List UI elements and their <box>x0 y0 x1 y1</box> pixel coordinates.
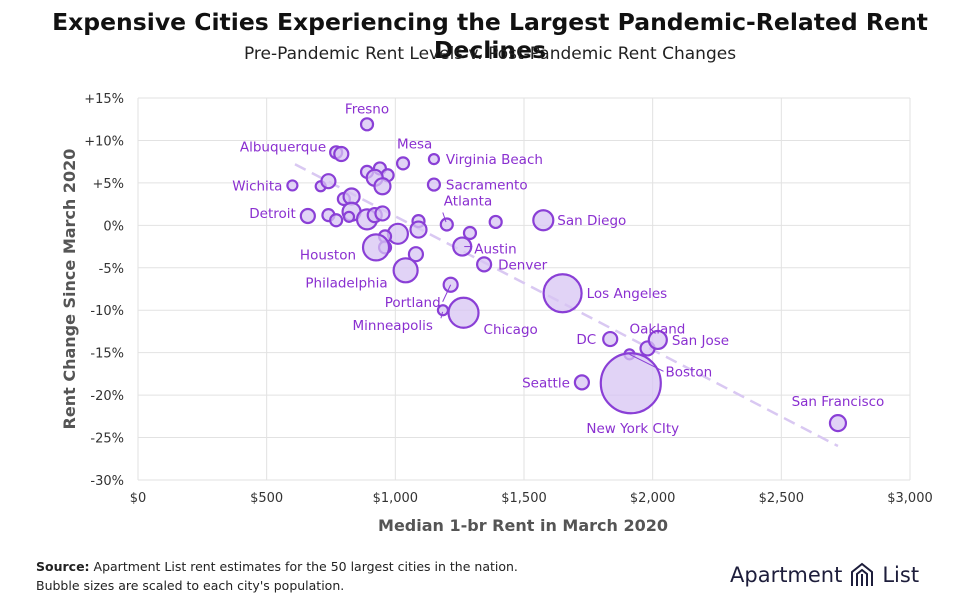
source-label: Source: <box>36 559 90 574</box>
bubble <box>426 177 442 192</box>
leader-line <box>440 311 444 319</box>
y-tick-label: -15% <box>90 347 124 362</box>
bubble <box>407 246 425 263</box>
y-tick-label: +15% <box>84 92 124 107</box>
bubble <box>374 205 391 222</box>
bubble <box>462 225 478 241</box>
leader-line <box>442 284 452 302</box>
city-label: Austin <box>474 242 516 258</box>
city-label: Houston <box>300 247 356 263</box>
y-tick-label: -5% <box>99 262 124 277</box>
bubble <box>439 217 454 232</box>
bubble <box>542 273 583 314</box>
chart-title: Expensive Cities Experiencing the Larges… <box>52 8 928 64</box>
bubble <box>395 156 411 171</box>
bubble <box>299 207 316 225</box>
city-label: Philadelphia <box>305 275 387 291</box>
bubble <box>602 330 619 348</box>
city-label: Minneapolis <box>352 318 432 334</box>
city-label: Mesa <box>397 136 432 152</box>
x-tick-label: $2,500 <box>759 491 805 506</box>
bubble <box>828 414 848 433</box>
bubble <box>373 177 392 196</box>
city-labels: Fresno Albuquerque Mesa Virginia Beach Sacra… <box>232 101 884 437</box>
y-tick-label: -25% <box>90 432 124 447</box>
city-label: Detroit <box>249 206 296 222</box>
apartment-list-logo: Apartment List <box>730 555 919 595</box>
bubble <box>359 117 375 132</box>
bubble <box>488 214 503 230</box>
city-label: Boston <box>666 364 713 380</box>
bubble <box>599 352 662 415</box>
city-label: San Diego <box>557 213 626 229</box>
bubbles <box>286 117 848 433</box>
bubble <box>361 233 391 262</box>
city-label: Los Angeles <box>587 286 668 302</box>
x-axis-title: Median 1-br Rent in March 2020 <box>378 516 668 535</box>
y-tick-label: +5% <box>92 177 124 192</box>
city-label: San Jose <box>672 333 729 349</box>
logo-word-right: List <box>882 563 920 587</box>
bubble <box>342 210 356 223</box>
y-tick-label: +10% <box>84 134 124 149</box>
logo-word-left: Apartment <box>730 563 843 587</box>
city-label: Virginia Beach <box>446 152 543 168</box>
source-line-1: Apartment List rent estimates for the 50… <box>93 559 518 574</box>
scatter-chart: +15% +10% +5% 0% -5% -10% -15% -20% -25% -30% $0 $5… <box>60 92 933 535</box>
city-label: Fresno <box>345 101 389 117</box>
leader-line <box>442 212 447 223</box>
y-tick-label: -20% <box>90 389 124 404</box>
city-label: DC <box>576 332 596 348</box>
city-label: Sacramento <box>446 178 528 194</box>
axes: +15% +10% +5% 0% -5% -10% -15% -20% -25% -30% $0 $5… <box>84 92 933 506</box>
bubble <box>320 173 337 190</box>
city-label: Albuquerque <box>240 139 326 155</box>
x-tick-label: $1,000 <box>373 491 419 506</box>
bubble <box>647 329 668 351</box>
bubble <box>333 145 350 163</box>
label-leaders <box>440 212 664 372</box>
y-tick-label: -10% <box>90 304 124 319</box>
city-label: Seattle <box>522 375 570 391</box>
city-label: Chicago <box>484 322 538 338</box>
city-label: San Francisco <box>792 394 885 410</box>
grid-lines <box>137 97 911 481</box>
x-tick-label: $500 <box>250 491 283 506</box>
city-label: New York CIty <box>586 421 679 437</box>
source-note: Source: Apartment List rent estimates fo… <box>36 557 518 595</box>
x-tick-label: $2,000 <box>630 491 676 506</box>
city-label: Oakland <box>630 321 686 337</box>
leader-line <box>629 353 664 372</box>
x-tick-label: $3,000 <box>887 491 933 506</box>
y-tick-label: -30% <box>90 474 124 489</box>
chart-subtitle: Pre-Pandemic Rent Levels v. Post-Pandemi… <box>243 44 737 64</box>
city-label: Denver <box>498 257 548 273</box>
y-axis-title: Rent Change Since March 2020 <box>60 149 79 430</box>
city-label: Wichita <box>232 178 282 194</box>
city-label: Atlanta <box>444 193 492 209</box>
bubble <box>409 220 428 239</box>
building-icon <box>851 562 874 586</box>
bubble <box>427 153 441 166</box>
bubble <box>392 257 419 284</box>
source-line-2: Bubble sizes are scaled to each city's p… <box>36 578 345 593</box>
bubble <box>329 213 344 228</box>
city-label: Portland <box>385 295 441 311</box>
y-tick-label: 0% <box>103 219 124 234</box>
x-tick-label: $1,500 <box>501 491 547 506</box>
bubble <box>532 209 555 232</box>
bubble <box>573 374 591 391</box>
x-tick-label: $0 <box>130 491 147 506</box>
bubble <box>286 179 299 192</box>
bubble <box>476 256 493 273</box>
bubble <box>447 296 480 329</box>
